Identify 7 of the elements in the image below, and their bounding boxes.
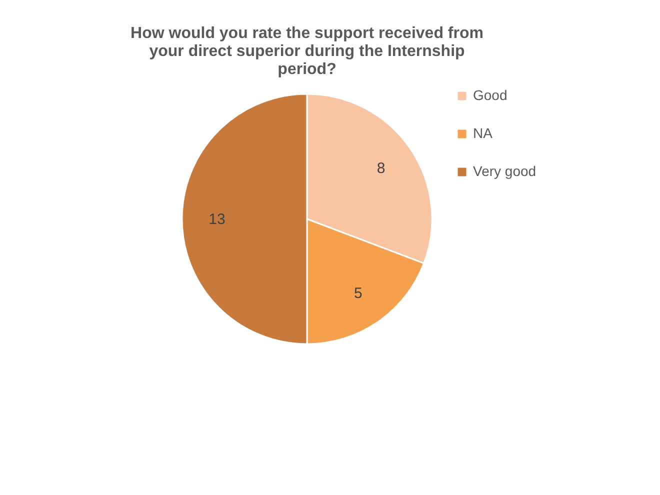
data-label: 5 [354,285,362,302]
legend-label: NA [473,125,494,141]
chart-title: How would you rate the support received from your direct superior during the Internship period? [130,25,484,78]
legend-label: Good [473,87,508,103]
data-label: 8 [376,160,386,177]
data-label: 13 [208,211,226,228]
legend-label: Very good [473,163,536,179]
